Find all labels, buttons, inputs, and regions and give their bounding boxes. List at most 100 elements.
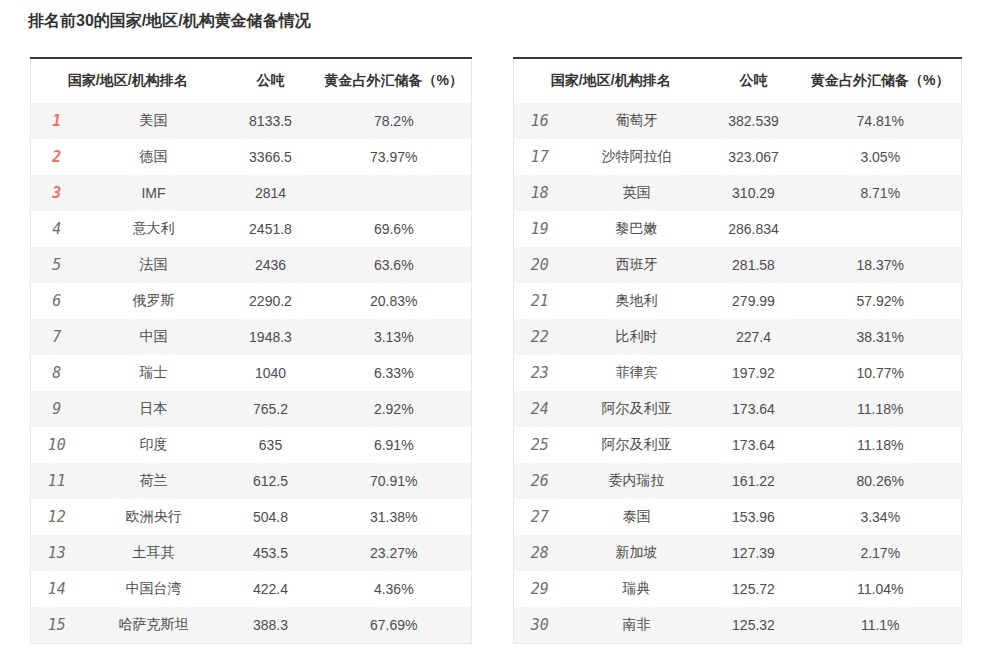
gold-pct-cell: 2.92% (317, 391, 472, 427)
table-row: 3IMF2814 (31, 175, 472, 211)
gold-pct-cell: 11.18% (800, 427, 962, 463)
country-cell: 意大利 (83, 211, 225, 247)
country-cell: 英国 (566, 175, 708, 211)
tonnes-cell: 310.29 (708, 175, 800, 211)
country-cell: 沙特阿拉伯 (566, 139, 708, 175)
country-cell: 葡萄牙 (566, 103, 708, 139)
gold-pct-cell: 8.71% (800, 175, 962, 211)
rank-cell: 10 (31, 427, 83, 463)
rank-cell: 21 (514, 283, 566, 319)
header-row: 国家/地区/机构排名 公吨 黄金占外汇储备（%） (514, 58, 962, 103)
gold-pct-cell: 4.36% (317, 571, 472, 607)
rank-cell: 9 (31, 391, 83, 427)
gold-pct-cell: 23.27% (317, 535, 472, 571)
tonnes-cell: 127.39 (708, 535, 800, 571)
gold-pct-cell: 6.91% (317, 427, 472, 463)
country-cell: 哈萨克斯坦 (83, 607, 225, 644)
table-row: 13土耳其453.523.27% (31, 535, 472, 571)
country-cell: 奥地利 (566, 283, 708, 319)
col-header-tonnes: 公吨 (225, 58, 317, 103)
table-row: 18英国310.298.71% (514, 175, 962, 211)
rank-cell: 28 (514, 535, 566, 571)
gold-pct-cell: 20.83% (317, 283, 472, 319)
rank-cell: 24 (514, 391, 566, 427)
tonnes-cell: 382.539 (708, 103, 800, 139)
tonnes-cell: 2290.2 (225, 283, 317, 319)
table-row: 14中国台湾422.44.36% (31, 571, 472, 607)
table-row: 22比利时227.438.31% (514, 319, 962, 355)
rank-cell: 22 (514, 319, 566, 355)
rank-cell: 16 (514, 103, 566, 139)
tonnes-cell: 173.64 (708, 391, 800, 427)
tonnes-cell: 279.99 (708, 283, 800, 319)
gold-pct-cell: 69.6% (317, 211, 472, 247)
rank-cell: 7 (31, 319, 83, 355)
table-row: 24阿尔及利亚173.6411.18% (514, 391, 962, 427)
gold-reserves-table-ranks-16-30: 国家/地区/机构排名 公吨 黄金占外汇储备（%） 16葡萄牙382.53974.… (513, 57, 962, 644)
rank-cell: 13 (31, 535, 83, 571)
country-cell: 印度 (83, 427, 225, 463)
rank-cell: 30 (514, 607, 566, 644)
gold-pct-cell: 6.33% (317, 355, 472, 391)
tonnes-cell: 1948.3 (225, 319, 317, 355)
tonnes-cell: 635 (225, 427, 317, 463)
rank-cell: 20 (514, 247, 566, 283)
country-cell: 瑞士 (83, 355, 225, 391)
rank-cell: 14 (31, 571, 83, 607)
rank-cell: 4 (31, 211, 83, 247)
country-cell: 欧洲央行 (83, 499, 225, 535)
gold-pct-cell: 67.69% (317, 607, 472, 644)
table-row: 20西班牙281.5818.37% (514, 247, 962, 283)
rank-cell: 3 (31, 175, 83, 211)
country-cell: 中国台湾 (83, 571, 225, 607)
tonnes-cell: 2436 (225, 247, 317, 283)
tonnes-cell: 125.72 (708, 571, 800, 607)
gold-pct-cell: 74.81% (800, 103, 962, 139)
country-cell: 阿尔及利亚 (566, 391, 708, 427)
table-row: 19黎巴嫩286.834 (514, 211, 962, 247)
rank-cell: 23 (514, 355, 566, 391)
tonnes-cell: 422.4 (225, 571, 317, 607)
table-row: 8瑞士10406.33% (31, 355, 472, 391)
country-cell: 德国 (83, 139, 225, 175)
country-cell: 俄罗斯 (83, 283, 225, 319)
tonnes-cell: 453.5 (225, 535, 317, 571)
tonnes-cell: 8133.5 (225, 103, 317, 139)
gold-pct-cell: 3.05% (800, 139, 962, 175)
country-cell: 菲律宾 (566, 355, 708, 391)
gold-pct-cell: 57.92% (800, 283, 962, 319)
gold-pct-cell (800, 211, 962, 247)
gold-pct-cell: 31.38% (317, 499, 472, 535)
tonnes-cell: 3366.5 (225, 139, 317, 175)
country-cell: 比利时 (566, 319, 708, 355)
rank-cell: 15 (31, 607, 83, 644)
table-row: 26委内瑞拉161.2280.26% (514, 463, 962, 499)
table-row: 16葡萄牙382.53974.81% (514, 103, 962, 139)
country-cell: 阿尔及利亚 (566, 427, 708, 463)
country-cell: 瑞典 (566, 571, 708, 607)
table-row: 15哈萨克斯坦388.367.69% (31, 607, 472, 644)
country-cell: 黎巴嫩 (566, 211, 708, 247)
rank-cell: 1 (31, 103, 83, 139)
header-row: 国家/地区/机构排名 公吨 黄金占外汇储备（%） (31, 58, 472, 103)
country-cell: 西班牙 (566, 247, 708, 283)
col-header-gold-pct: 黄金占外汇储备（%） (800, 58, 962, 103)
rank-cell: 29 (514, 571, 566, 607)
rank-cell: 26 (514, 463, 566, 499)
tonnes-cell: 161.22 (708, 463, 800, 499)
tonnes-cell: 1040 (225, 355, 317, 391)
tonnes-cell: 323.067 (708, 139, 800, 175)
country-cell: 中国 (83, 319, 225, 355)
rank-cell: 18 (514, 175, 566, 211)
rank-cell: 5 (31, 247, 83, 283)
table-row: 12欧洲央行504.831.38% (31, 499, 472, 535)
rank-cell: 12 (31, 499, 83, 535)
rank-cell: 8 (31, 355, 83, 391)
table-row: 6俄罗斯2290.220.83% (31, 283, 472, 319)
tonnes-cell: 286.834 (708, 211, 800, 247)
country-cell: 新加坡 (566, 535, 708, 571)
tonnes-cell: 765.2 (225, 391, 317, 427)
page: 排名前30的国家/地区/机构黄金储备情况 国家/地区/机构排名 公吨 黄金占外汇… (0, 0, 989, 651)
rank-cell: 17 (514, 139, 566, 175)
rank-cell: 11 (31, 463, 83, 499)
